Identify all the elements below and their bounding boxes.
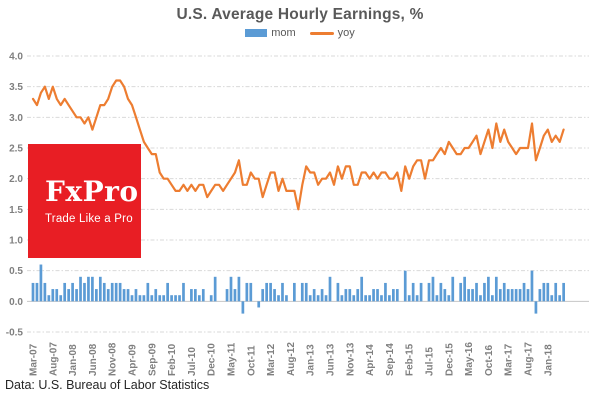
fxpro-logo-brand-text: FxPro: [45, 175, 139, 208]
svg-text:Nov-13: Nov-13: [345, 342, 356, 376]
chart-title: U.S. Average Hourly Earnings, %: [176, 6, 424, 23]
x-axis-labels: Mar-07 Aug-07 Jan-08 Jun-08 Nov-08 Apr-09 Sep-…: [29, 342, 555, 376]
svg-text:May-16: May-16: [464, 342, 475, 376]
svg-text:Jan-13: Jan-13: [306, 344, 317, 376]
svg-text:3.5: 3.5: [9, 82, 23, 93]
svg-text:Jul-10: Jul-10: [187, 347, 198, 376]
svg-text:Jan-18: Jan-18: [543, 344, 554, 376]
svg-text:1.5: 1.5: [9, 205, 23, 216]
legend-label-yoy: yoy: [337, 27, 355, 39]
svg-text:Mar-17: Mar-17: [504, 343, 515, 376]
mom-swatch-icon: [245, 29, 268, 37]
svg-text:Oct-11: Oct-11: [246, 345, 257, 376]
svg-text:Apr-09: Apr-09: [128, 344, 139, 376]
y-axis-labels: 4.0 3.5 3.0 2.5 2.0 1.5 1.0 0.5 0.0 -0.5: [6, 52, 24, 339]
svg-text:Feb-15: Feb-15: [405, 343, 416, 376]
svg-text:Oct-16: Oct-16: [484, 344, 495, 376]
yoy-swatch-icon: [309, 31, 334, 35]
svg-text:Aug-07: Aug-07: [48, 342, 59, 376]
legend-label-mom: mom: [271, 27, 296, 39]
svg-text:Feb-10: Feb-10: [167, 343, 178, 376]
yoy-line-series: [31, 79, 565, 211]
mom-bars-series: [31, 264, 565, 314]
svg-text:Apr-14: Apr-14: [365, 344, 376, 376]
svg-text:Dec-15: Dec-15: [444, 343, 455, 376]
svg-text:May-11: May-11: [227, 342, 238, 376]
svg-text:Sep-09: Sep-09: [147, 343, 158, 376]
svg-text:2.5: 2.5: [9, 144, 23, 155]
data-source-note: Data: U.S. Bureau of Labor Statistics: [5, 378, 210, 392]
svg-text:Jul-15: Jul-15: [425, 347, 436, 376]
svg-text:Mar-12: Mar-12: [266, 343, 277, 376]
svg-text:Jan-08: Jan-08: [68, 344, 79, 376]
fxpro-logo-tagline-text: Trade Like a Pro: [45, 213, 133, 225]
svg-text:Mar-07: Mar-07: [29, 343, 40, 376]
svg-text:Nov-08: Nov-08: [108, 342, 119, 376]
svg-text:0.5: 0.5: [9, 266, 23, 277]
svg-text:Aug-12: Aug-12: [286, 342, 297, 376]
fxpro-logo: FxPro Trade Like a Pro: [28, 144, 141, 258]
svg-text:4.0: 4.0: [9, 52, 23, 63]
svg-text:1.0: 1.0: [9, 236, 23, 247]
legend-item-yoy: yoy: [309, 27, 355, 39]
svg-text:Dec-10: Dec-10: [207, 343, 218, 376]
gridlines: [27, 55, 589, 333]
svg-text:Jun-13: Jun-13: [326, 343, 337, 376]
legend-item-mom: mom: [245, 27, 296, 39]
svg-text:-0.5: -0.5: [6, 328, 24, 339]
svg-text:Aug-17: Aug-17: [524, 342, 535, 376]
svg-text:Sep-14: Sep-14: [385, 343, 396, 376]
svg-text:Jun-08: Jun-08: [88, 343, 99, 376]
chart-legend: mom yoy: [0, 27, 600, 39]
svg-text:0.0: 0.0: [9, 297, 23, 308]
svg-text:2.0: 2.0: [9, 174, 23, 185]
svg-text:3.0: 3.0: [9, 113, 23, 124]
